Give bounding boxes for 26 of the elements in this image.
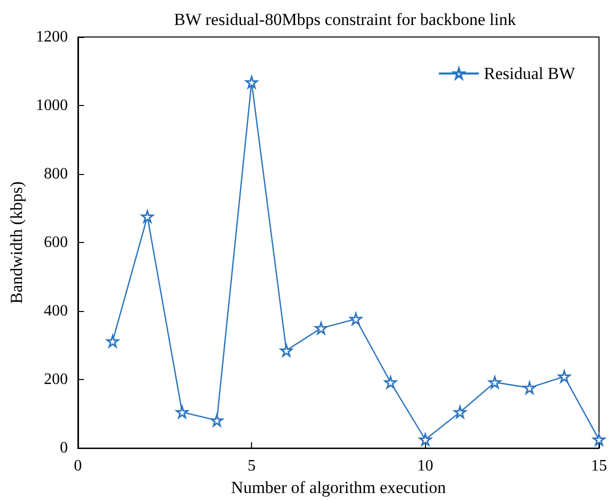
point (558, 370, 571, 383)
y-tick-label: 1200 (36, 28, 68, 46)
y-tick-label: 200 (44, 371, 68, 388)
point (245, 76, 258, 88)
y-tick-label: 800 (44, 166, 68, 183)
y-tick-label: 1000 (36, 97, 68, 114)
x-tick-label: 15 (591, 458, 607, 475)
point (176, 406, 188, 418)
y-axis-title: Bandwidth (kbps) (7, 181, 26, 304)
legend-label: Residual BW (484, 64, 576, 83)
y-tick-label: 0 (60, 440, 68, 457)
point (314, 322, 328, 334)
point (592, 433, 606, 446)
y-tick-label: 600 (44, 234, 68, 252)
point (419, 433, 432, 446)
x-tick-label: 10 (417, 458, 434, 475)
x-axis-title: Number of algorithm execution (231, 478, 446, 497)
point (280, 344, 293, 357)
y-tick-label: 400 (44, 302, 68, 320)
point (454, 406, 466, 418)
x-tick-label: 5 (248, 458, 256, 475)
chart-title: BW residual-80Mbps constraint for backbone link (174, 10, 516, 29)
x-tick-label: 0 (74, 458, 82, 475)
point (350, 312, 362, 326)
point (141, 210, 154, 223)
point (106, 334, 119, 348)
